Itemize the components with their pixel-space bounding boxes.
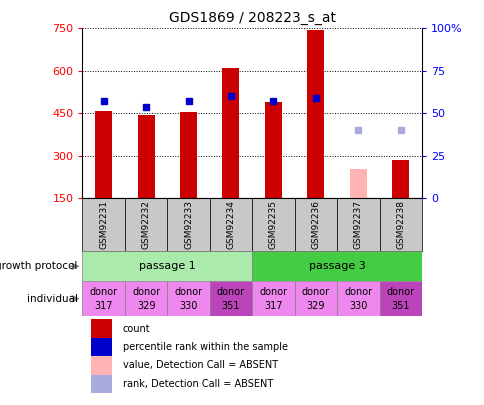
Text: 317: 317 (264, 301, 282, 311)
Bar (378, 281, 421, 316)
Bar (180, 112, 197, 198)
Title: GDS1869 / 208223_s_at: GDS1869 / 208223_s_at (168, 11, 335, 25)
Text: GSM92233: GSM92233 (183, 200, 193, 249)
Text: 330: 330 (179, 301, 197, 311)
Bar (95, 111, 112, 198)
Text: GSM92238: GSM92238 (395, 200, 405, 249)
Text: donor: donor (174, 288, 202, 298)
Text: passage 1: passage 1 (138, 261, 196, 271)
Bar (294, 281, 336, 316)
Text: rank, Detection Call = ABSENT: rank, Detection Call = ABSENT (123, 379, 272, 389)
Bar (82, 251, 252, 281)
Bar (252, 251, 421, 281)
Text: GSM92232: GSM92232 (141, 200, 151, 249)
Text: donor: donor (301, 288, 329, 298)
Bar (336, 198, 378, 251)
Text: count: count (123, 324, 151, 334)
Text: 330: 330 (348, 301, 367, 311)
Bar (294, 198, 336, 251)
Text: donor: donor (216, 288, 244, 298)
Text: 329: 329 (306, 301, 324, 311)
Text: donor: donor (90, 288, 118, 298)
Bar (125, 198, 167, 251)
Bar (167, 281, 209, 316)
Bar (91, 320, 112, 338)
Bar (209, 281, 252, 316)
Bar (307, 30, 324, 198)
Bar (91, 338, 112, 356)
Bar (82, 281, 125, 316)
Text: growth protocol: growth protocol (0, 261, 77, 271)
Text: GSM92236: GSM92236 (311, 200, 320, 249)
Text: value, Detection Call = ABSENT: value, Detection Call = ABSENT (123, 360, 277, 371)
Bar (209, 198, 252, 251)
Bar (264, 102, 281, 198)
Bar (392, 160, 408, 198)
Text: GSM92231: GSM92231 (99, 200, 108, 249)
Text: 329: 329 (136, 301, 155, 311)
Text: individual: individual (27, 294, 77, 304)
Bar (91, 375, 112, 393)
Text: percentile rank within the sample: percentile rank within the sample (123, 342, 287, 352)
Bar (82, 198, 125, 251)
Text: passage 3: passage 3 (308, 261, 365, 271)
Bar (349, 168, 366, 198)
Text: 351: 351 (221, 301, 240, 311)
Text: 317: 317 (94, 301, 113, 311)
Text: donor: donor (386, 288, 414, 298)
Bar (222, 68, 239, 198)
Text: donor: donor (259, 288, 287, 298)
Text: GSM92234: GSM92234 (226, 200, 235, 249)
Bar (125, 281, 167, 316)
Bar (167, 198, 209, 251)
Text: donor: donor (344, 288, 372, 298)
Bar (252, 198, 294, 251)
Bar (378, 198, 421, 251)
Text: 351: 351 (391, 301, 409, 311)
Text: GSM92235: GSM92235 (268, 200, 277, 249)
Bar (336, 281, 378, 316)
Bar (137, 115, 154, 198)
Bar (252, 281, 294, 316)
Bar (91, 356, 112, 375)
Text: GSM92237: GSM92237 (353, 200, 362, 249)
Text: donor: donor (132, 288, 160, 298)
